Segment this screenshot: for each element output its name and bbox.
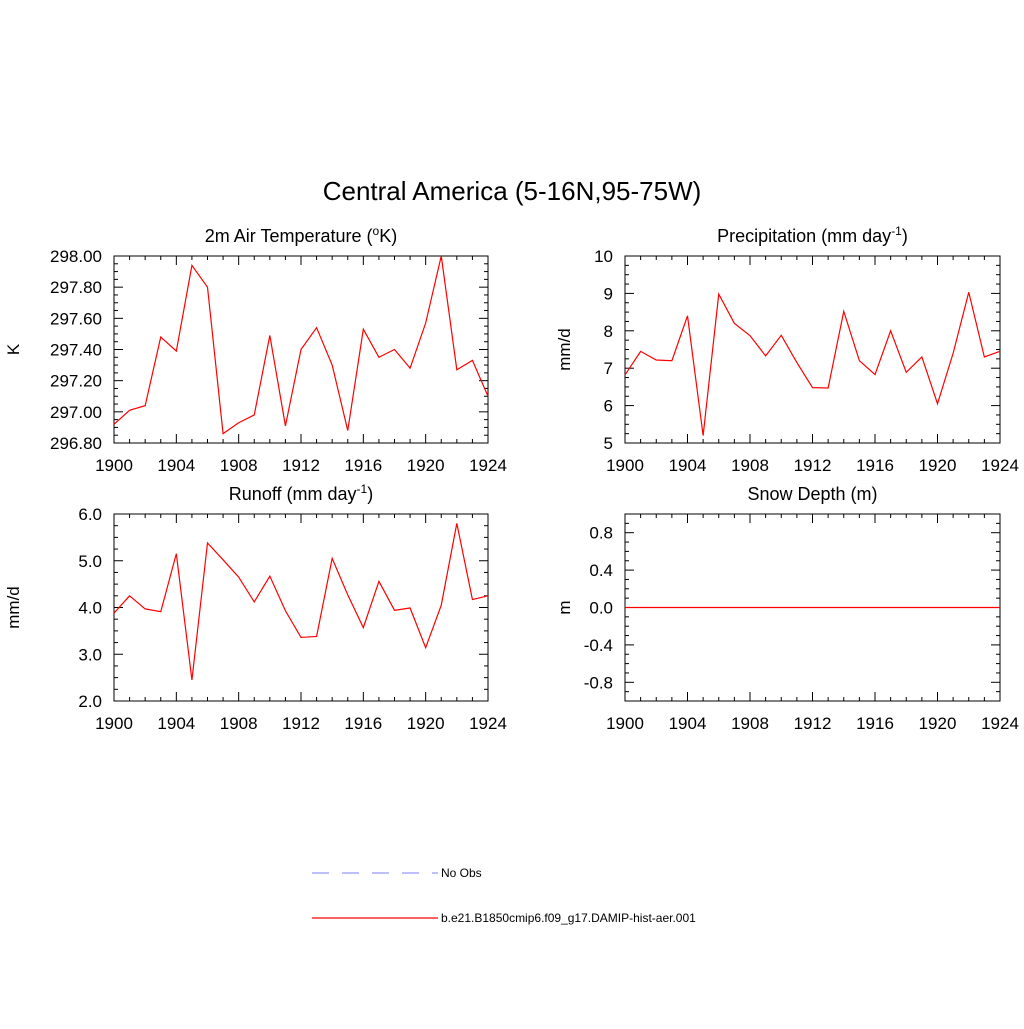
y-tick-label: -0.8 [584,673,613,692]
legend: No Obs b.e21.B1850cmip6.f09_g17.DAMIP-his… [312,866,696,925]
panel-title-text: 2m Air Temperature ( [205,226,373,246]
y-tick-label: 297.60 [50,309,102,328]
y-axis-label: K [4,343,23,355]
x-tick-label: 1916 [856,714,894,733]
x-tick-label: 1916 [344,714,382,733]
panel-title-suffix: K) [379,226,397,246]
y-tick-label: 10 [594,247,613,266]
panel-title-superscript: -1 [891,224,902,238]
y-tick-label: 2.0 [78,692,102,711]
panel-title-text: Precipitation (mm day [717,226,891,246]
y-tick-label: 297.20 [50,372,102,391]
y-tick-label: 0.0 [589,599,613,618]
y-tick-label: 5.0 [78,552,102,571]
y-axis-label: mm/d [4,586,23,629]
panel-title-suffix: ) [367,484,373,504]
x-tick-label: 1924 [981,714,1019,733]
x-tick-label: 1908 [220,714,258,733]
y-tick-label: 3.0 [78,645,102,664]
panel-title: Precipitation (mm day-1) [717,224,908,246]
y-tick-label: 6.0 [78,505,102,524]
x-tick-label: 1912 [794,714,832,733]
y-tick-label: 4.0 [78,599,102,618]
panel-title-superscript: -1 [357,482,368,496]
x-tick-label: 1904 [669,714,707,733]
y-tick-label: 297.80 [50,278,102,297]
chart-panels: 2m Air Temperature (oK) K 1900 1904 1908 1912… [4,224,1019,733]
x-tick-label: 1900 [606,456,644,475]
y-tick-label: 297.40 [50,341,102,360]
x-tick-label: 1900 [606,714,644,733]
x-tick-label: 1924 [469,714,507,733]
x-tick-label: 1912 [794,456,832,475]
figure-title: Central America (5-16N,95-75W) [323,176,702,206]
series-line-pr [624,292,1001,436]
x-tick-label: 1916 [856,456,894,475]
y-axis-label: mm/d [555,328,574,371]
x-tick-label: 1912 [282,456,320,475]
x-tick-label: 1920 [407,714,445,733]
y-tick-label: 0.4 [589,561,613,580]
x-tick-label: 1900 [95,456,133,475]
panel-title: 2m Air Temperature (oK) [205,224,397,246]
chart-panel-pr: Precipitation (mm day-1) mm/d 1900 1904 1908… [555,224,1019,475]
x-tick-label: 1908 [220,456,258,475]
legend-label: No Obs [441,866,482,880]
x-tick-label: 1908 [731,714,769,733]
panel-title-suffix: ) [902,226,908,246]
plot-frame [113,513,489,702]
y-tick-label: -0.4 [584,636,613,655]
panel-title: Snow Depth (m) [747,484,877,504]
x-tick-label: 1924 [981,456,1019,475]
y-tick-label: 6 [604,397,613,416]
chart-panel-runoff: Runoff (mm day-1) mm/d 1900 1904 1908 1912 191… [4,482,507,733]
x-tick-label: 1912 [282,714,320,733]
x-tick-label: 1920 [407,456,445,475]
y-axis-label: m [555,600,574,614]
y-tick-label: 8 [604,322,613,341]
series-line-tas [113,255,489,435]
x-tick-label: 1904 [669,456,707,475]
x-tick-label: 1904 [157,714,195,733]
y-tick-label: 7 [604,359,613,378]
x-tick-label: 1920 [919,714,957,733]
x-tick-label: 1908 [731,456,769,475]
y-tick-label: 9 [604,284,613,303]
y-tick-label: 298.00 [50,247,102,266]
panel-title: Runoff (mm day-1) [229,482,373,504]
panel-title-text: Runoff (mm day [229,484,357,504]
chart-panel-tas: 2m Air Temperature (oK) K 1900 1904 1908 1912… [4,224,507,475]
x-tick-label: 1904 [157,456,195,475]
y-tick-label: 297.00 [50,403,102,422]
x-tick-label: 1924 [469,456,507,475]
x-tick-label: 1916 [344,456,382,475]
panel-title-text: Snow Depth (m) [747,484,877,504]
plot-frame [624,255,1001,444]
series-line-runoff [113,523,489,681]
y-tick-label: 0.8 [589,524,613,543]
x-tick-label: 1920 [919,456,957,475]
y-tick-label: 296.80 [50,434,102,453]
panel-title-superscript: o [373,224,380,238]
chart-panel-snowd: Snow Depth (m) m 1900 1904 1908 1912 1916 1920 1… [555,484,1019,733]
x-tick-label: 1900 [95,714,133,733]
y-tick-label: 5 [604,434,613,453]
legend-label: b.e21.B1850cmip6.f09_g17.DAMIP-hist-aer.… [441,911,696,925]
